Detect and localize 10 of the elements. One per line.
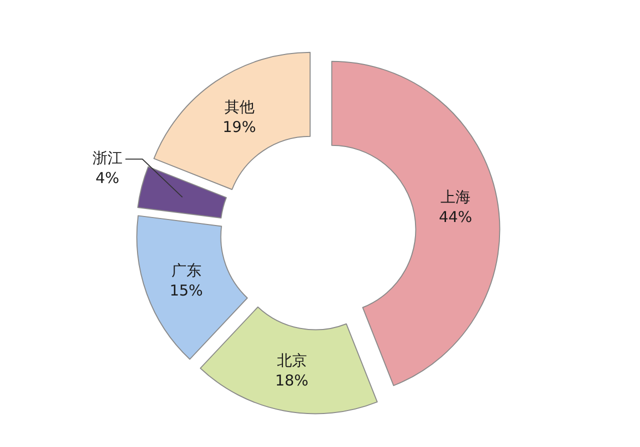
slice-label: 北京 [276,352,307,370]
slice-label: 广东 [171,261,202,280]
data-label: 19% [222,118,256,136]
data-label: 4% [96,169,120,188]
data-label: 18% [275,372,308,390]
data-label: 15% [170,281,203,300]
slice-label: 上海 [440,188,471,206]
data-label: 44% [438,208,472,226]
slice-label: 其他 [224,98,254,116]
slice-label: 浙江 [92,149,122,168]
